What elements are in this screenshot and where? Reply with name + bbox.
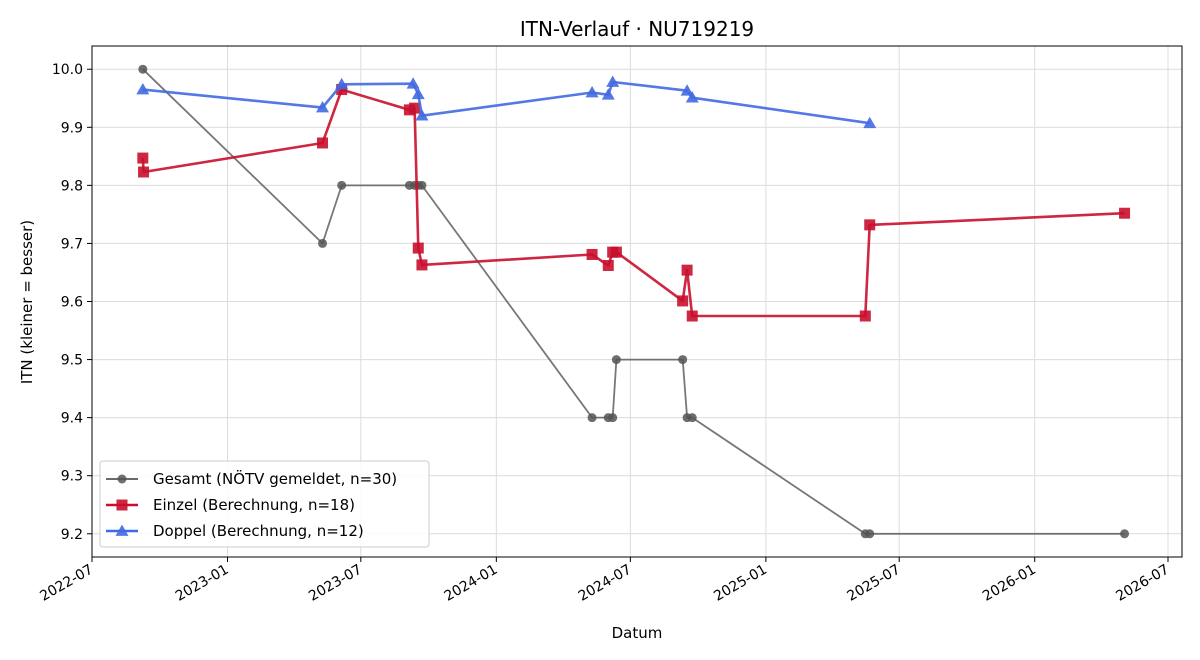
data-point <box>137 152 149 164</box>
data-point <box>316 101 330 113</box>
data-point <box>677 295 689 307</box>
data-point <box>863 116 877 129</box>
data-point <box>336 84 348 96</box>
data-point <box>611 355 621 365</box>
series-line <box>142 80 870 125</box>
y-tick-label: 9.9 <box>61 120 83 136</box>
data-point <box>680 84 694 96</box>
data-point <box>412 242 424 254</box>
y-tick-label: 9.8 <box>61 178 83 194</box>
data-point <box>608 413 618 423</box>
data-point <box>678 355 688 365</box>
data-point <box>602 259 614 271</box>
data-point <box>859 310 871 322</box>
data-point <box>317 137 329 149</box>
data-point <box>406 77 420 89</box>
legend-label: Gesamt (NÖTV gemeldet, n=30) <box>153 469 397 488</box>
data-point <box>337 180 347 190</box>
x-tick-label: 2022-07 <box>37 562 96 605</box>
legend-marker <box>115 524 129 536</box>
legend-marker <box>117 474 127 484</box>
legend-marker <box>116 499 128 511</box>
y-tick-label: 9.4 <box>61 411 83 427</box>
series-layer <box>136 64 1131 539</box>
legend-item: Gesamt (NÖTV gemeldet, n=30) <box>106 469 397 488</box>
series-0 <box>138 64 1130 539</box>
data-point <box>138 64 148 74</box>
x-tick-label: 2026-07 <box>1113 562 1172 605</box>
data-point <box>606 75 620 87</box>
data-point <box>864 219 876 231</box>
x-tick-label: 2023-01 <box>173 562 232 605</box>
x-tick-label: 2024-01 <box>442 562 501 605</box>
data-point <box>865 529 875 539</box>
legend-label: Doppel (Berechnung, n=12) <box>153 522 364 540</box>
legend-item: Einzel (Berechnung, n=18) <box>106 496 355 514</box>
data-point <box>585 85 599 98</box>
data-point <box>138 166 150 178</box>
data-point <box>318 238 328 248</box>
data-point <box>415 109 429 121</box>
data-point <box>681 264 693 276</box>
x-tick-label: 2026-01 <box>980 562 1039 605</box>
x-tick-label: 2023-07 <box>306 562 365 605</box>
data-point <box>1119 207 1131 219</box>
x-tick-label: 2025-07 <box>845 562 904 605</box>
data-point <box>687 413 697 423</box>
legend-item: Doppel (Berechnung, n=12) <box>106 522 364 540</box>
data-point <box>587 413 597 423</box>
y-tick-label: 10.0 <box>52 62 83 78</box>
data-point <box>409 102 421 114</box>
x-tick-label: 2024-07 <box>576 562 635 605</box>
data-point <box>136 83 150 95</box>
data-point <box>335 77 349 90</box>
data-point <box>1120 529 1130 539</box>
series-line <box>141 88 1125 318</box>
y-tick-label: 9.7 <box>61 236 83 252</box>
y-tick-label: 9.6 <box>61 295 83 311</box>
legend-label: Einzel (Berechnung, n=18) <box>153 496 355 514</box>
legend-box <box>99 460 430 548</box>
y-tick-label: 9.5 <box>61 353 83 369</box>
series-1 <box>137 84 1131 322</box>
data-point <box>685 91 699 103</box>
data-point <box>417 180 427 190</box>
y-tick-label: 9.3 <box>61 469 83 485</box>
data-point <box>416 259 428 271</box>
legend: Gesamt (NÖTV gemeldet, n=30) Einzel (Bere… <box>99 460 430 548</box>
series-2 <box>136 75 877 129</box>
y-axis-label: ITN (kleiner = besser) <box>18 220 36 384</box>
x-tick-label: 2025-01 <box>711 562 770 605</box>
data-point <box>586 248 598 260</box>
x-axis-label: Datum <box>612 624 663 642</box>
data-point <box>610 246 622 258</box>
data-point <box>601 88 615 100</box>
y-tick-label: 9.2 <box>61 527 83 543</box>
chart-title: ITN-Verlauf · NU719219 <box>520 17 754 41</box>
data-point <box>411 87 425 100</box>
data-point <box>686 310 698 322</box>
